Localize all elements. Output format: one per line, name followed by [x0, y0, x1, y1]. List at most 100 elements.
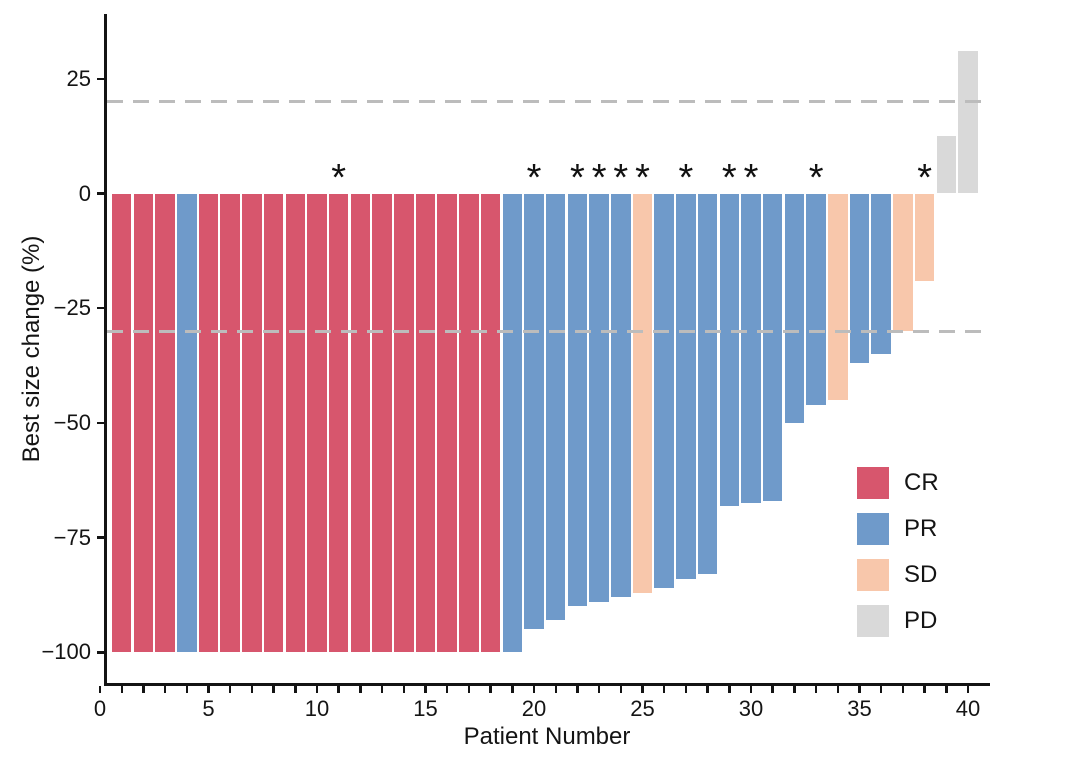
x-tick-18 — [489, 686, 492, 693]
bar-patient-34 — [828, 193, 848, 400]
x-tick-9 — [294, 686, 297, 693]
y-tick-label-0: 0 — [78, 180, 91, 206]
bar-patient-24 — [611, 193, 631, 598]
x-tick-label-35: 35 — [847, 696, 872, 721]
x-tick-1 — [120, 686, 123, 693]
bar-patient-23 — [589, 193, 609, 602]
asterisk-marker-patient-29: * — [721, 156, 737, 199]
bar-patient-19 — [502, 193, 523, 653]
x-tick-8 — [272, 686, 275, 693]
x-tick-38 — [923, 686, 926, 693]
legend-item-sd: SD — [857, 559, 939, 591]
bar-patient-2 — [133, 193, 154, 653]
bar-patient-12 — [350, 193, 371, 653]
x-tick-32 — [793, 686, 796, 693]
x-tick-22 — [576, 686, 579, 693]
x-tick-3 — [163, 686, 167, 693]
x-tick-23 — [597, 686, 601, 693]
x-tick-label-30: 30 — [738, 696, 764, 721]
asterisk-marker-patient-22: * — [569, 156, 585, 199]
bar-patient-28 — [697, 193, 718, 575]
bar-patient-14 — [394, 193, 414, 653]
x-tick-30 — [749, 686, 753, 693]
bar-patient-37 — [893, 193, 913, 332]
y-tick--25 — [97, 306, 104, 310]
x-tick-20 — [532, 686, 536, 693]
x-tick-label-40: 40 — [955, 696, 981, 721]
legend-swatch-cr — [857, 467, 889, 499]
bar-patient-29 — [719, 193, 740, 506]
bar-patient-30 — [741, 193, 761, 504]
x-tick-5 — [207, 686, 210, 693]
bar-patient-21 — [545, 193, 566, 621]
x-tick-28 — [706, 686, 709, 693]
x-tick-label-20: 20 — [521, 696, 547, 721]
legend-label-pr: PR — [904, 515, 938, 542]
x-tick-31 — [771, 686, 774, 693]
x-tick-40 — [966, 686, 970, 693]
x-tick-2 — [142, 686, 145, 693]
x-tick-36 — [879, 686, 883, 693]
y-tick--100 — [97, 651, 104, 654]
x-axis-title: Patient Number — [463, 723, 631, 750]
bar-patient-26 — [654, 193, 674, 589]
asterisk-marker-patient-27: * — [678, 156, 694, 199]
asterisk-marker-patient-11: * — [331, 156, 347, 199]
x-tick-37 — [901, 686, 905, 693]
asterisk-marker-patient-24: * — [613, 156, 629, 199]
asterisk-marker-patient-23: * — [591, 156, 607, 199]
x-tick-19 — [511, 686, 514, 693]
asterisk-marker-patient-30: * — [743, 156, 759, 199]
bar-patient-39 — [936, 136, 957, 194]
bar-patient-3 — [155, 193, 175, 653]
bar-patient-9 — [285, 193, 306, 653]
x-tick-27 — [684, 686, 688, 693]
legend-item-pd: PD — [857, 605, 939, 637]
x-tick-39 — [945, 686, 948, 693]
x-tick-35 — [858, 686, 861, 693]
bar-patient-27 — [676, 193, 696, 579]
x-tick-13 — [380, 686, 384, 693]
bar-patient-4 — [177, 193, 197, 653]
bar-patient-31 — [762, 193, 783, 501]
x-tick-7 — [250, 686, 254, 693]
asterisk-marker-patient-25: * — [635, 156, 650, 199]
y-tick-0 — [97, 192, 104, 195]
x-tick-29 — [728, 686, 731, 693]
x-tick-21 — [554, 686, 557, 693]
bar-patient-15 — [415, 193, 436, 653]
x-tick-label-25: 25 — [630, 696, 655, 721]
bar-patient-18 — [480, 193, 501, 653]
bar-patient-1 — [111, 193, 132, 653]
reference-dashed-line-upper — [107, 100, 989, 104]
x-tick-14 — [402, 686, 406, 693]
legend: CR PR SD PD — [857, 467, 939, 651]
x-tick-label-0: 0 — [93, 696, 107, 721]
bar-patient-32 — [784, 193, 805, 423]
asterisk-marker-patient-38: * — [917, 156, 932, 199]
bar-patient-6 — [220, 193, 240, 653]
legend-swatch-sd — [857, 559, 889, 591]
bar-patient-33 — [806, 193, 826, 405]
bar-patient-40 — [958, 51, 978, 194]
asterisk-marker-patient-33: * — [808, 156, 824, 199]
y-tick-label-25: 25 — [66, 65, 91, 91]
legend-label-sd: SD — [904, 561, 938, 588]
asterisk-marker-patient-20: * — [526, 156, 542, 199]
bar-patient-20 — [524, 193, 544, 630]
bar-patient-25 — [632, 193, 653, 593]
x-tick-10 — [315, 686, 319, 693]
bar-patient-35 — [849, 193, 870, 364]
bar-patient-8 — [263, 193, 284, 653]
legend-item-pr: PR — [857, 513, 939, 545]
y-tick-label--75: −75 — [53, 524, 91, 550]
x-tick-4 — [185, 686, 189, 693]
x-tick-label-15: 15 — [413, 696, 438, 721]
legend-swatch-pd — [857, 605, 889, 637]
y-tick-label--100: −100 — [41, 639, 91, 665]
bar-patient-38 — [914, 193, 935, 281]
x-tick-16 — [445, 686, 449, 693]
x-tick-15 — [424, 686, 427, 693]
